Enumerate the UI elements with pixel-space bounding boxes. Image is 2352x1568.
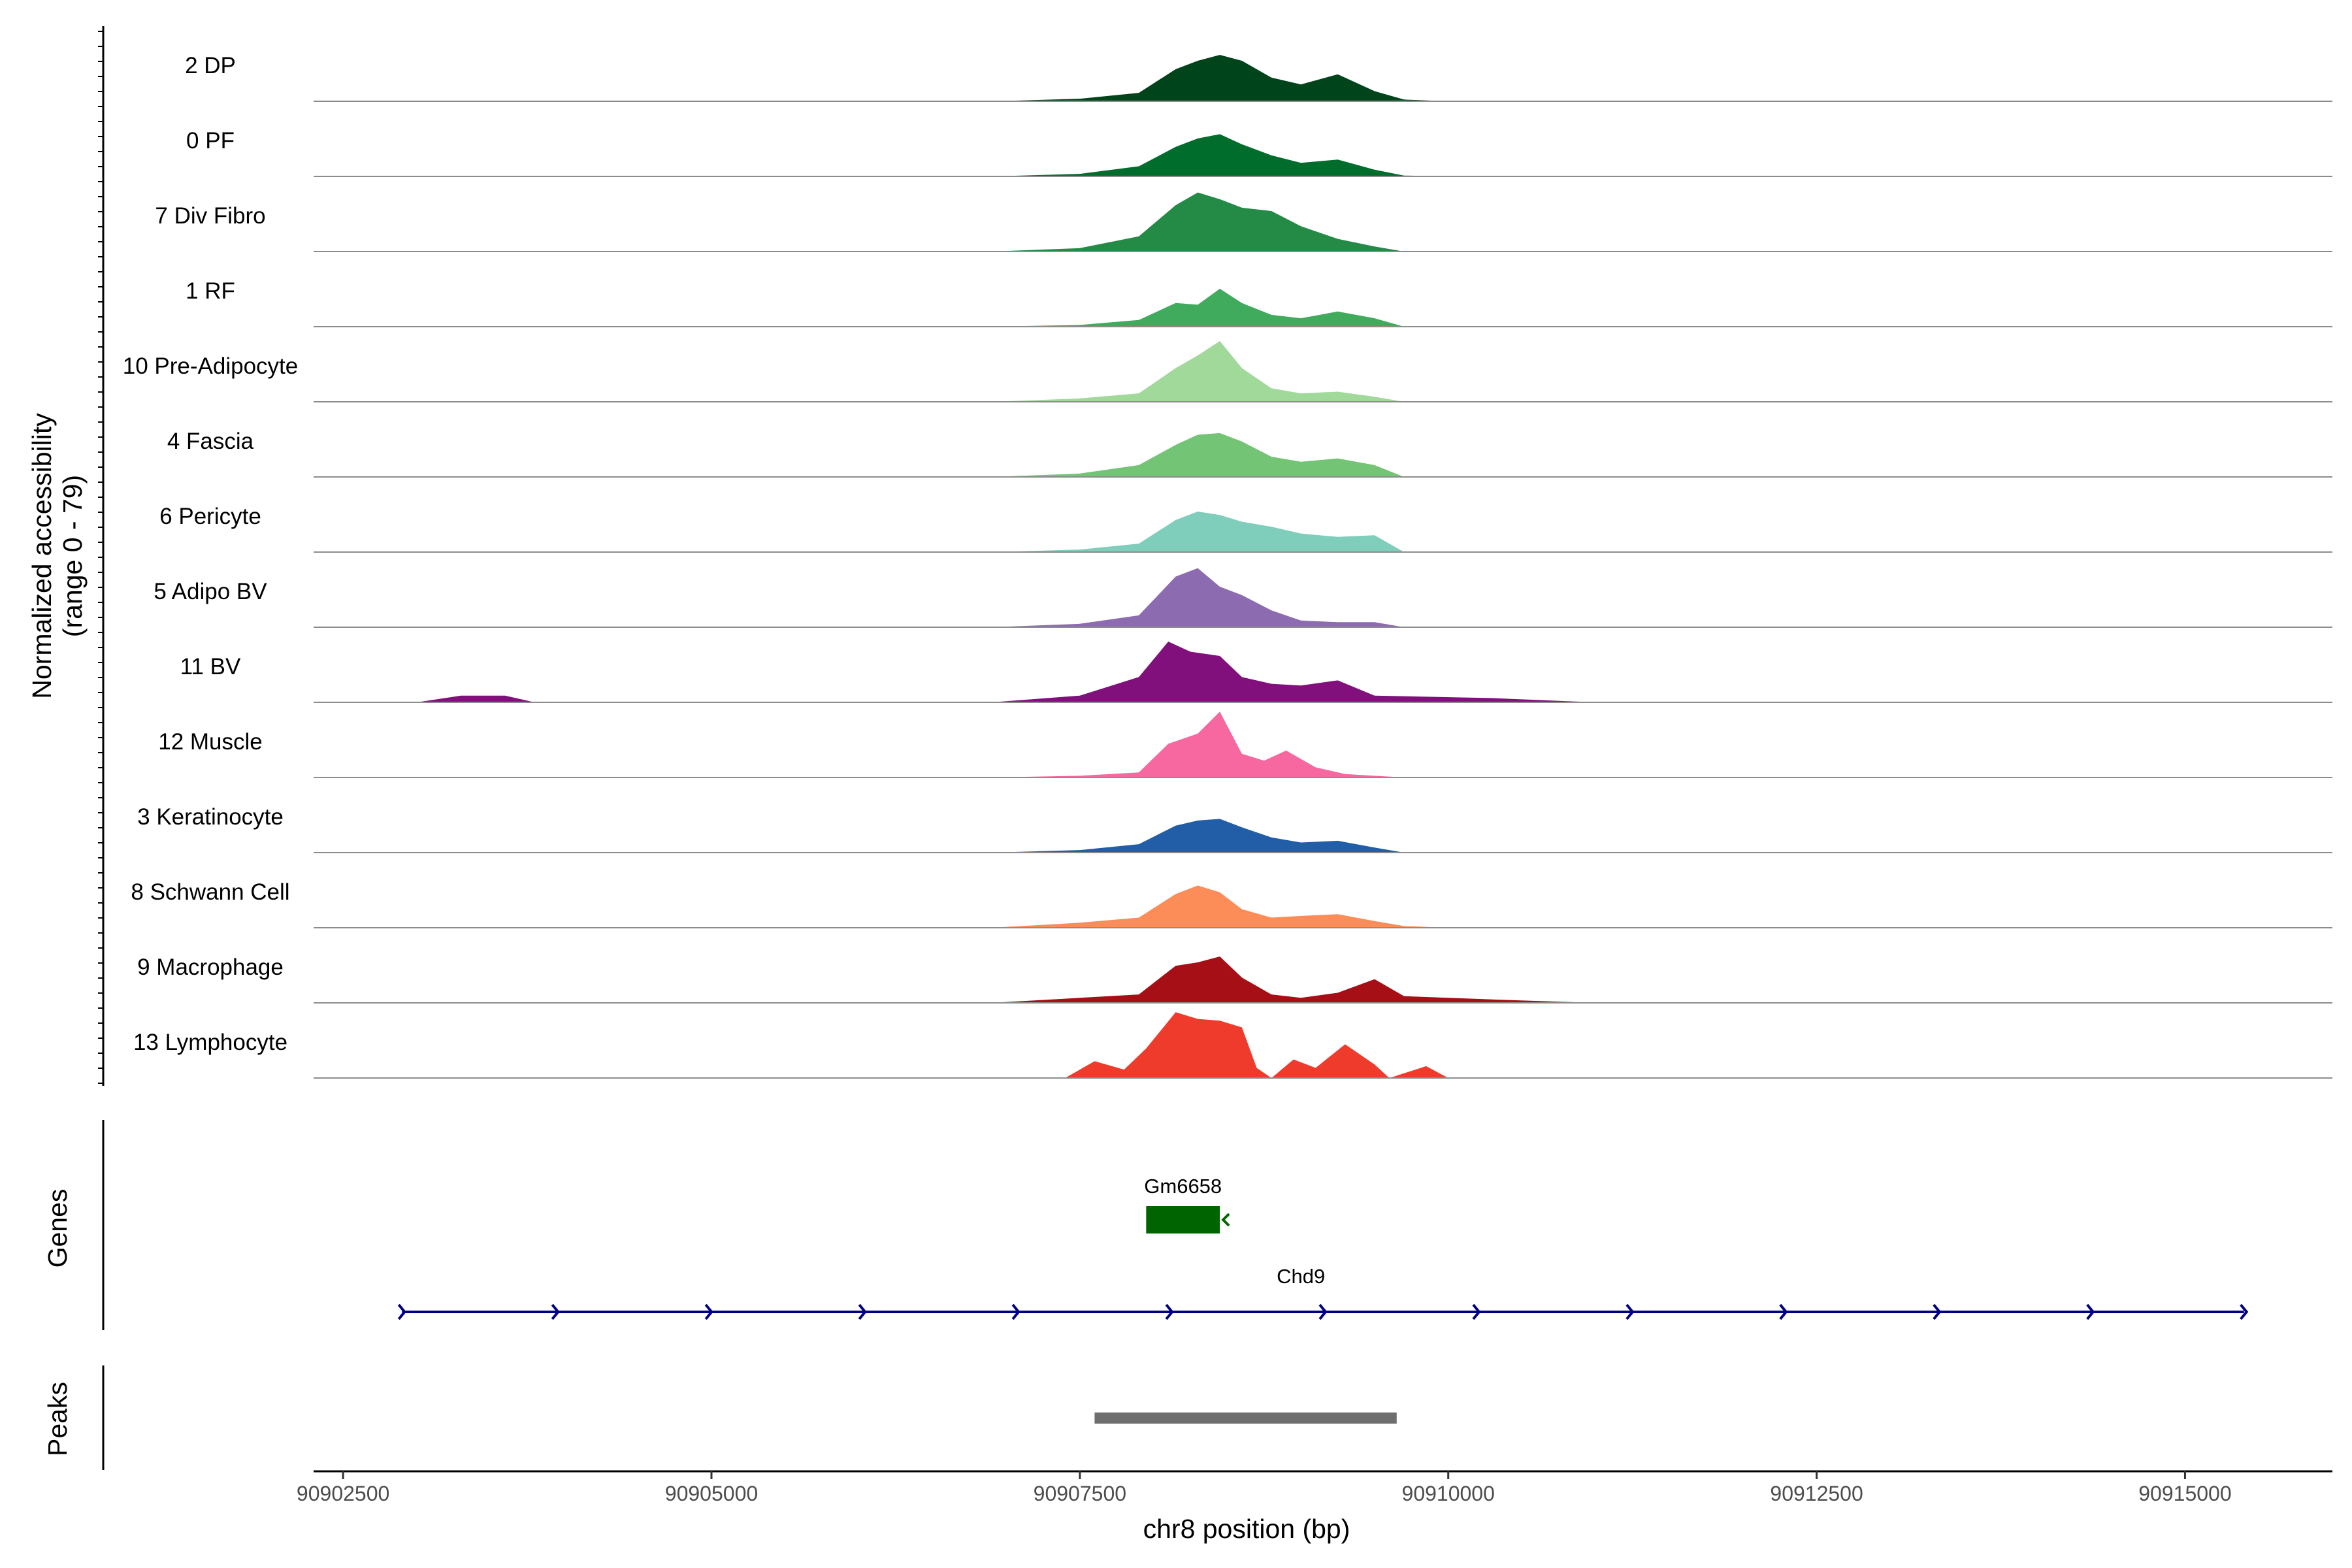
gene-arrow-Chd9-1 [551, 1303, 560, 1320]
track-label-5: 4 Fascia [167, 429, 254, 454]
gene-arrow-Chd9-10 [1933, 1303, 1942, 1320]
gene-arrow-Chd9-4 [1011, 1303, 1021, 1320]
track-area-6 [991, 512, 1448, 552]
track-13: 13 Lymphocyte [133, 1012, 2332, 1079]
track-label-1: 0 PF [186, 128, 235, 154]
genes-panel-title: Genes [42, 1189, 73, 1268]
peaks-panel-title: Peaks [42, 1382, 73, 1456]
track-11: 8 Schwann Cell [131, 879, 2332, 928]
gene-arrow-Chd9-6 [1318, 1303, 1328, 1320]
track-area-9 [991, 711, 1405, 777]
track-12: 9 Macrophage [137, 955, 2332, 1004]
track-label-3: 1 RF [186, 278, 235, 304]
track-area-8 [416, 642, 1596, 702]
track-area-11 [991, 885, 1448, 928]
y-axis-title-line2: (range 0 - 79) [57, 475, 88, 637]
gene-arrow-Chd9-3 [858, 1303, 867, 1320]
x-tick-label-3: 90910000 [1402, 1482, 1495, 1505]
gene-label-Chd9: Chd9 [1277, 1265, 1325, 1288]
gene-arrow-Chd9-12 [2240, 1303, 2249, 1320]
track-9: 12 Muscle [158, 711, 2332, 778]
coverage-panel: 2 DP 0 PF 7 Div Fibro 1 RF 10 Pre-Adipocyte 4… [123, 53, 2332, 1079]
track-label-12: 9 Macrophage [137, 955, 284, 980]
track-4: 10 Pre-Adipocyte [123, 341, 2332, 402]
track-label-11: 8 Schwann Cell [131, 879, 289, 905]
track-5: 4 Fascia [167, 429, 2332, 478]
track-area-3 [991, 288, 1448, 327]
gene-arrow-Chd9-2 [704, 1303, 713, 1320]
y-axis-title-line1: Normalized accessibility [27, 413, 57, 699]
gene-arrow-Chd9-0 [397, 1303, 406, 1320]
gene-arrow-Chd9-9 [1779, 1303, 1788, 1320]
gene-strand-arrow-Gm6658 [1221, 1213, 1230, 1227]
track-area-2 [991, 192, 1448, 252]
track-area-5 [991, 433, 1448, 477]
x-tick-label-4: 90912500 [1770, 1482, 1863, 1505]
track-7: 5 Adipo BV [154, 568, 2332, 628]
track-area-12 [991, 956, 1596, 1003]
x-tick-label-2: 90907500 [1034, 1482, 1126, 1505]
gene-exon-Gm6658 [1146, 1206, 1220, 1233]
track-1: 0 PF [186, 128, 2332, 177]
x-tick-label-0: 90902500 [297, 1482, 389, 1505]
track-area-13 [1065, 1012, 1448, 1078]
track-label-4: 10 Pre-Adipocyte [123, 353, 298, 379]
track-label-0: 2 DP [185, 53, 236, 78]
gene-arrow-Chd9-7 [1472, 1303, 1481, 1320]
peak-0 [1094, 1413, 1397, 1424]
gene-arrow-Chd9-8 [1625, 1303, 1635, 1320]
track-area-1 [991, 134, 1448, 176]
track-label-6: 6 Pericyte [159, 504, 261, 529]
gene-label-Gm6658: Gm6658 [1144, 1175, 1222, 1198]
track-label-2: 7 Div Fibro [155, 203, 265, 229]
track-3: 1 RF [186, 278, 2332, 327]
track-label-10: 3 Keratinocyte [137, 804, 284, 830]
track-area-0 [991, 55, 1448, 101]
gene-arrow-Chd9-5 [1165, 1303, 1174, 1320]
genes-panel: Gm6658 Chd9 [102, 1120, 2249, 1330]
y-axis [98, 26, 105, 1086]
x-axis-title: chr8 position (bp) [1143, 1514, 1350, 1544]
track-0: 2 DP [185, 53, 2332, 102]
track-label-9: 12 Muscle [158, 729, 263, 755]
track-label-8: 11 BV [180, 654, 241, 679]
track-label-7: 5 Adipo BV [154, 579, 267, 604]
gene-arrow-Chd9-11 [2086, 1303, 2095, 1320]
track-6: 6 Pericyte [159, 504, 2332, 553]
track-label-13: 13 Lymphocyte [133, 1030, 287, 1055]
x-tick-label-1: 90905000 [665, 1482, 758, 1505]
track-2: 7 Div Fibro [155, 192, 2332, 252]
track-area-4 [991, 341, 1448, 402]
track-10: 3 Keratinocyte [137, 804, 2332, 853]
x-axis: 90902500 90905000 90907500 90910000 90912500… [297, 1470, 2332, 1505]
track-area-7 [991, 568, 1448, 627]
x-tick-label-5: 90915000 [2138, 1482, 2231, 1505]
track-area-10 [991, 819, 1448, 853]
track-8: 11 BV [180, 642, 2332, 703]
peaks-panel [102, 1365, 1397, 1470]
